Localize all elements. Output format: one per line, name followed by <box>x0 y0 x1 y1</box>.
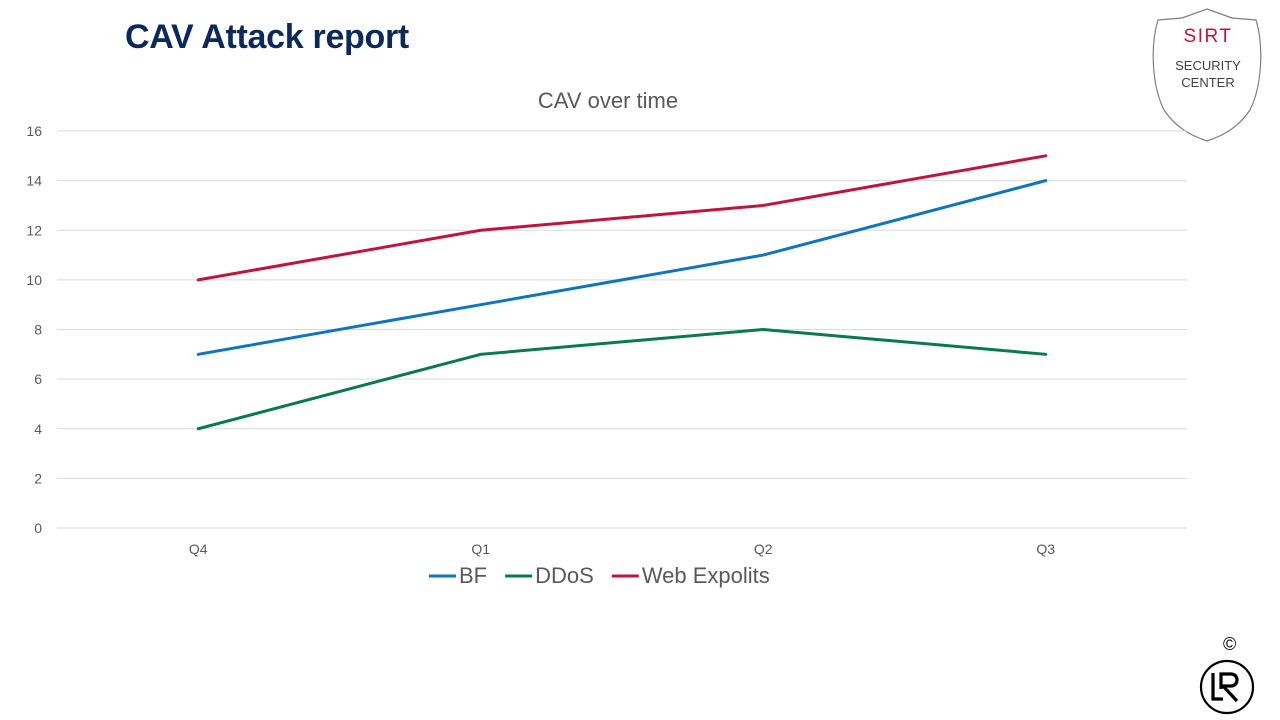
legend-label: BF <box>459 563 487 588</box>
copyright-symbol: © <box>1223 634 1237 654</box>
legend: BF DDoS Web Expolits <box>429 563 770 588</box>
series-line-bf <box>196 179 1048 356</box>
y-tick-label: 16 <box>26 123 42 139</box>
lr-logo-icon <box>1199 659 1255 715</box>
x-tick-label: Q2 <box>754 541 773 557</box>
y-tick-label: 14 <box>26 173 42 189</box>
sirt-security-center-badge: SIRT SECURITY CENTER <box>1150 6 1262 144</box>
line-chart: CAV over time 0 2 4 6 8 10 12 14 16 Q4 Q1 Q2 Q3 BF D… <box>0 80 1200 610</box>
y-tick-label: 0 <box>34 520 42 536</box>
y-tick-label: 4 <box>34 421 42 437</box>
chart-svg: CAV over time 0 2 4 6 8 10 12 14 16 Q4 Q1 Q2 Q3 BF D… <box>26 88 1187 588</box>
shield-icon <box>1152 8 1262 142</box>
slide-title: CAV Attack report <box>125 18 409 56</box>
chart-title: CAV over time <box>538 88 678 113</box>
legend-label: Web Expolits <box>642 563 770 588</box>
badge-line-1: SECURITY <box>1175 58 1241 73</box>
legend-label: DDoS <box>535 563 594 588</box>
x-axis-ticks: Q4 Q1 Q2 Q3 <box>189 541 1055 557</box>
y-tick-label: 12 <box>26 222 42 238</box>
gridlines <box>57 130 1187 529</box>
y-tick-label: 10 <box>26 272 42 288</box>
y-tick-label: 6 <box>34 371 42 387</box>
series-line-web-expolits <box>196 154 1048 282</box>
y-tick-label: 8 <box>34 322 42 338</box>
x-tick-label: Q4 <box>189 541 208 557</box>
x-tick-label: Q1 <box>471 541 490 557</box>
y-axis-ticks: 0 2 4 6 8 10 12 14 16 <box>26 123 42 536</box>
badge-brand: SIRT <box>1183 26 1233 47</box>
x-tick-label: Q3 <box>1036 541 1055 557</box>
badge-line-2: CENTER <box>1181 75 1235 90</box>
y-tick-label: 2 <box>34 470 42 486</box>
series-line-ddos <box>196 328 1048 431</box>
series-lines <box>196 154 1048 431</box>
